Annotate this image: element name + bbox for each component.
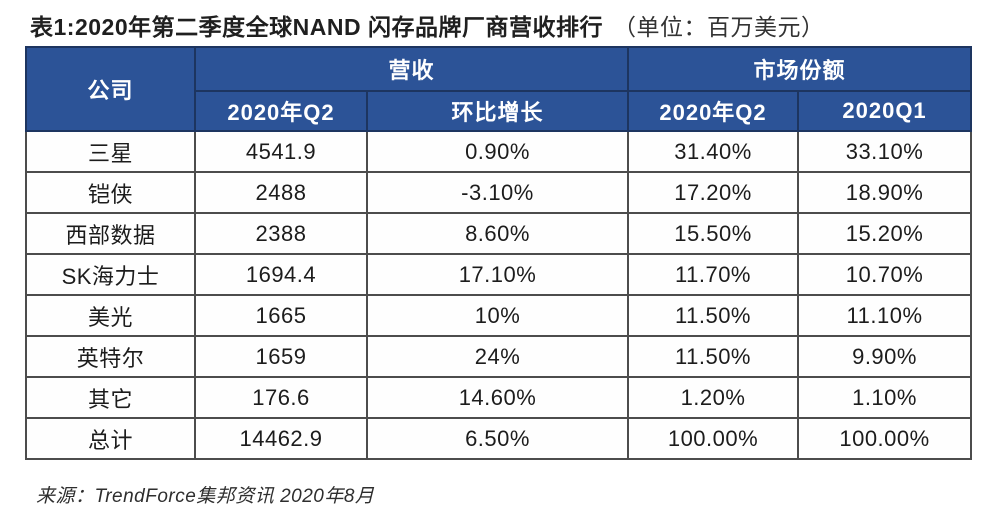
company-cell: SK海力士 xyxy=(25,253,196,296)
col-header-revenue-2020q2: 2020年Q2 xyxy=(194,90,368,132)
growth-cell: 8.60% xyxy=(365,212,630,255)
col-header-qoq-growth: 环比增长 xyxy=(365,90,630,132)
table-row-kioxia: 铠侠 2488 -3.10% 17.20% 18.90% xyxy=(25,171,973,214)
revenue-cell: 1659 xyxy=(194,335,368,378)
company-cell: 总计 xyxy=(25,417,196,460)
share-q2-cell: 11.70% xyxy=(627,253,800,296)
revenue-cell: 1694.4 xyxy=(194,253,368,296)
growth-cell: 10% xyxy=(365,294,630,337)
growth-cell: -3.10% xyxy=(365,171,630,214)
share-q2-cell: 11.50% xyxy=(627,294,800,337)
company-cell: 三星 xyxy=(25,130,196,173)
table-row-samsung: 三星 4541.9 0.90% 31.40% 33.10% xyxy=(25,130,973,173)
revenue-cell: 176.6 xyxy=(194,376,368,419)
source-note: 来源：TrendForce集邦资讯 2020年8月 xyxy=(36,486,375,507)
col-header-company: 公司 xyxy=(25,46,196,132)
share-q1-cell: 10.70% xyxy=(797,253,973,296)
figure-unit-label: （单位：百万美元） xyxy=(612,14,825,40)
growth-cell: 14.60% xyxy=(365,376,630,419)
table-row-total: 总计 14462.9 6.50% 100.00% 100.00% xyxy=(25,417,973,460)
share-q1-cell: 11.10% xyxy=(797,294,973,337)
figure-title-row: 表1:2020年第二季度全球NAND 闪存品牌厂商营收排行 （单位：百万美元） xyxy=(30,8,824,42)
share-q1-cell: 9.90% xyxy=(797,335,973,378)
share-q2-cell: 11.50% xyxy=(627,335,800,378)
share-q1-cell: 100.00% xyxy=(797,417,973,460)
company-cell: 西部数据 xyxy=(25,212,196,255)
share-q1-cell: 33.10% xyxy=(797,130,973,173)
company-cell: 铠侠 xyxy=(25,171,196,214)
col-group-market-share: 市场份额 xyxy=(627,46,973,92)
col-header-share-2020q1: 2020Q1 xyxy=(797,90,973,132)
table-row-sk-hynix: SK海力士 1694.4 17.10% 11.70% 10.70% xyxy=(25,253,973,296)
col-group-revenue: 营收 xyxy=(193,46,630,92)
figure-title: 表1:2020年第二季度全球NAND 闪存品牌厂商营收排行 xyxy=(30,14,603,40)
revenue-cell: 14462.9 xyxy=(194,417,368,460)
share-q2-cell: 15.50% xyxy=(627,212,800,255)
share-q2-cell: 100.00% xyxy=(627,417,800,460)
revenue-cell: 2488 xyxy=(194,171,368,214)
company-cell: 英特尔 xyxy=(25,335,196,378)
company-cell: 美光 xyxy=(25,294,196,337)
share-q1-cell: 1.10% xyxy=(797,376,973,419)
table-row-others: 其它 176.6 14.60% 1.20% 1.10% xyxy=(25,376,973,419)
table-row-micron: 美光 1665 10% 11.50% 11.10% xyxy=(25,294,973,337)
share-q2-cell: 17.20% xyxy=(627,171,800,214)
col-header-share-2020q2: 2020年Q2 xyxy=(627,90,800,132)
share-q2-cell: 31.40% xyxy=(627,130,800,173)
company-cell: 其它 xyxy=(25,376,196,419)
revenue-cell: 1665 xyxy=(194,294,368,337)
share-q1-cell: 18.90% xyxy=(797,171,973,214)
table-row-western-digital: 西部数据 2388 8.60% 15.50% 15.20% xyxy=(25,212,973,255)
revenue-cell: 2388 xyxy=(194,212,368,255)
revenue-cell: 4541.9 xyxy=(194,130,368,173)
growth-cell: 17.10% xyxy=(365,253,630,296)
table-row-intel: 英特尔 1659 24% 11.50% 9.90% xyxy=(25,335,973,378)
growth-cell: 0.90% xyxy=(365,130,630,173)
growth-cell: 6.50% xyxy=(365,417,630,460)
share-q2-cell: 1.20% xyxy=(627,376,800,419)
share-q1-cell: 15.20% xyxy=(797,212,973,255)
growth-cell: 24% xyxy=(365,335,630,378)
nand-revenue-table: 公司 营收 市场份额 2020年Q2 环比增长 2020年Q2 2020Q1 三… xyxy=(25,46,973,460)
